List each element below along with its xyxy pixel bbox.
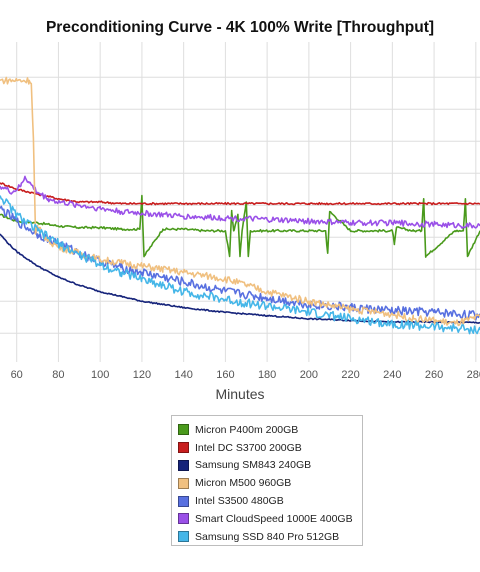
x-tick-label: 260 <box>425 369 443 381</box>
legend-label: Micron M500 960GB <box>195 477 292 490</box>
legend-item: Micron P400m 200GB <box>178 421 362 439</box>
legend-label: Intel DC S3700 200GB <box>195 441 302 454</box>
x-tick-label: 280 <box>467 369 480 381</box>
legend-label: Smart CloudSpeed 1000E 400GB <box>195 512 353 525</box>
legend-label: Samsung SSD 840 Pro 512GB <box>195 530 340 543</box>
x-axis-label: Minutes <box>215 386 265 402</box>
x-tick-label: 180 <box>258 369 276 381</box>
x-tick-label: 140 <box>174 369 192 381</box>
y-gridlines <box>0 76 480 334</box>
legend-swatch <box>178 513 189 525</box>
x-tick-labels: 60 80 100 120 140 160 180 200 220 240 260 280 <box>11 369 480 381</box>
x-tick-label: 160 <box>216 369 234 381</box>
legend-label: Intel S3500 480GB <box>195 495 284 508</box>
series-line <box>0 195 480 335</box>
x-tick-label: 80 <box>52 369 64 381</box>
legend-item: Intel DC S3700 200GB <box>178 439 362 457</box>
legend-item: Micron M500 960GB <box>178 474 362 492</box>
series-line <box>0 194 480 258</box>
legend: Micron P400m 200GB Intel DC S3700 200GB Sa… <box>171 415 363 546</box>
legend-swatch <box>178 459 189 471</box>
legend-item: Samsung SSD 840 Pro 512GB <box>178 528 362 546</box>
x-tick-label: 120 <box>133 369 151 381</box>
legend-item: Smart CloudSpeed 1000E 400GB <box>178 510 362 528</box>
x-tick-label: 240 <box>383 369 401 381</box>
legend-label: Micron P400m 200GB <box>195 423 299 436</box>
series-layer <box>0 76 480 335</box>
x-tick-label: 100 <box>91 369 109 381</box>
legend-swatch <box>178 477 189 489</box>
legend-swatch <box>178 442 189 454</box>
series-line <box>0 233 480 324</box>
series-line <box>0 76 480 327</box>
chart-title: Preconditioning Curve - 4K 100% Write [T… <box>45 19 435 36</box>
x-tick-label: 220 <box>341 369 359 381</box>
series-line <box>0 182 480 206</box>
x-tick-label: 60 <box>11 369 23 381</box>
series-line <box>0 175 480 229</box>
legend-item: Intel S3500 480GB <box>178 492 362 510</box>
legend-label: Samsung SM843 240GB <box>195 459 312 472</box>
legend-swatch <box>178 424 189 436</box>
legend-swatch <box>178 531 189 543</box>
legend-item: Samsung SM843 240GB <box>178 457 362 475</box>
x-tick-label: 200 <box>300 369 318 381</box>
legend-swatch <box>178 495 189 507</box>
